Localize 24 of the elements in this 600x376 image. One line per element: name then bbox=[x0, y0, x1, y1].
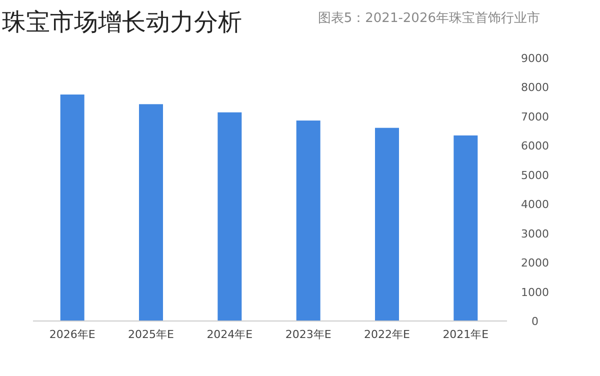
y-tick-label: 7000 bbox=[521, 110, 549, 124]
y-tick-label: 5000 bbox=[521, 168, 549, 182]
y-tick-label: 9000 bbox=[521, 52, 549, 65]
bar bbox=[375, 128, 399, 321]
x-tick-label: 2026年E bbox=[49, 328, 96, 341]
y-tick-label: 1000 bbox=[521, 286, 549, 299]
chart-title: 珠宝市场增长动力分析 bbox=[2, 8, 242, 36]
chart-subtitle: 图表5：2021-2026年珠宝首饰行业市 bbox=[318, 10, 540, 26]
y-tick-label: 3000 bbox=[521, 227, 549, 240]
x-tick-label: 2023年E bbox=[285, 328, 332, 341]
bar bbox=[454, 135, 478, 321]
y-tick-label: 6000 bbox=[521, 140, 549, 153]
y-tick-label: 4000 bbox=[521, 198, 549, 212]
bar bbox=[139, 104, 163, 321]
y-tick-label: 0 bbox=[532, 315, 538, 328]
x-tick-label: 2024年E bbox=[206, 328, 253, 341]
bar bbox=[60, 94, 84, 321]
x-tick-label: 2021年E bbox=[442, 328, 489, 341]
x-tick-label: 2022年E bbox=[364, 328, 410, 341]
y-tick-label: 2000 bbox=[521, 256, 549, 270]
bar bbox=[218, 112, 242, 321]
bar bbox=[296, 120, 320, 321]
x-tick-label: 2025年E bbox=[128, 328, 174, 341]
y-tick-label: 8000 bbox=[521, 81, 549, 94]
